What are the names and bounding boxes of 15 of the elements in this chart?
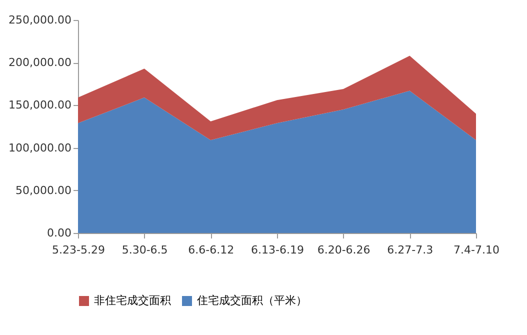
x-tick-label: 6.13-6.19 bbox=[251, 244, 304, 256]
x-tick-label: 6.27-7.3 bbox=[387, 244, 434, 256]
x-tick-label: 6.6-6.12 bbox=[188, 244, 234, 256]
x-tick-label: 5.30-6.5 bbox=[122, 244, 168, 256]
x-tick-label: 7.4-7.10 bbox=[454, 244, 500, 256]
y-tick-label: 150,000.00 bbox=[8, 98, 72, 112]
y-tick-label: 0.00 bbox=[47, 226, 72, 240]
y-tick-label: 50,000.00 bbox=[16, 184, 72, 197]
legend-label: 非住宅成交面积 bbox=[94, 294, 171, 307]
y-tick-label: 250,000.00 bbox=[8, 14, 72, 26]
y-tick-label: 100,000.00 bbox=[8, 141, 72, 154]
legend-label: 住宅成交面积（平米） bbox=[197, 294, 307, 307]
x-tick-label: 5.23-5.29 bbox=[52, 244, 105, 256]
y-tick-label: 200,000.00 bbox=[8, 56, 72, 70]
x-tick-label: 6.20-6.26 bbox=[317, 244, 370, 256]
